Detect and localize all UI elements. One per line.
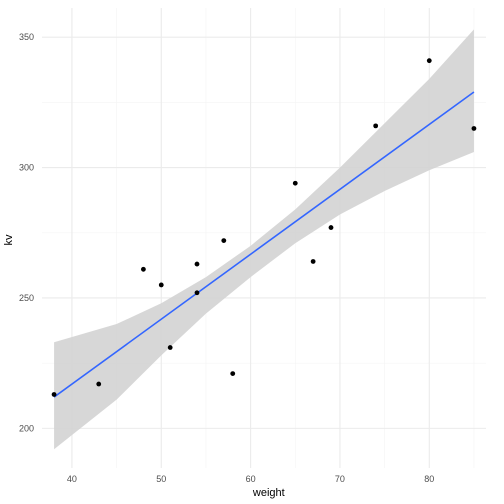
y-tick-label: 200 (19, 423, 34, 433)
data-point (310, 259, 316, 264)
y-tick-label: 350 (19, 32, 34, 42)
grid-major (42, 8, 486, 468)
x-tick-label: 80 (424, 474, 434, 484)
data-point (194, 261, 200, 267)
y-axis-title: kv (3, 234, 15, 246)
data-point (292, 180, 298, 186)
data-point (373, 123, 379, 129)
data-points (51, 58, 477, 397)
data-point (140, 266, 146, 272)
x-tick-label: 60 (246, 474, 256, 484)
regression-line (53, 91, 475, 398)
data-point (230, 371, 236, 377)
confidence-band (54, 29, 474, 450)
y-tick-label: 250 (19, 293, 34, 303)
data-point (96, 381, 102, 387)
data-point (328, 225, 334, 230)
x-axis-title: weight (252, 487, 285, 499)
data-point (471, 126, 477, 131)
data-point (167, 345, 173, 350)
y-tick-label: 300 (19, 163, 34, 173)
data-point (194, 290, 200, 296)
x-tick-label: 40 (67, 474, 77, 484)
confidence-ribbon (54, 29, 474, 450)
data-point (221, 238, 227, 244)
data-point (426, 58, 432, 64)
x-tick-label: 70 (335, 474, 345, 484)
x-tick-labels: 40 50 60 70 80 (67, 474, 434, 484)
y-tick-labels: 200 250 300 350 (19, 32, 34, 433)
data-point (158, 282, 164, 288)
fit-line-layer (53, 91, 475, 398)
x-tick-label: 50 (156, 474, 166, 484)
data-point (51, 392, 57, 397)
